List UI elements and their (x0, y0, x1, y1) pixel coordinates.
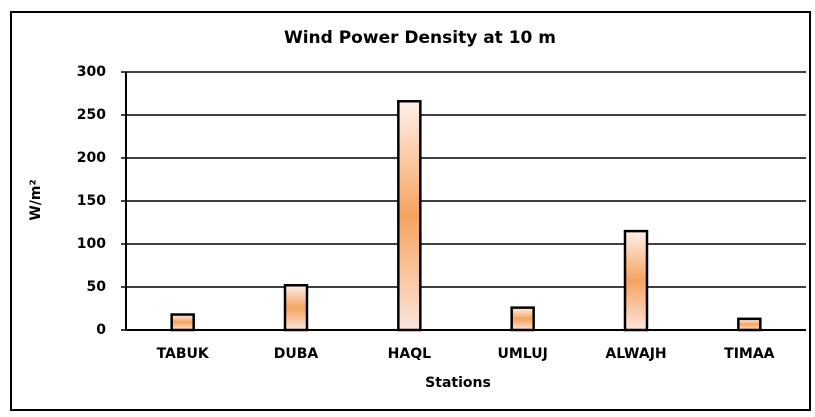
y-tick-label: 200 (77, 150, 106, 166)
x-tick-label: UMLUJ (498, 346, 548, 362)
y-tick-label: 100 (77, 236, 106, 252)
y-tick-label: 250 (77, 107, 106, 123)
x-tick-label: DUBA (274, 346, 319, 362)
x-tick-label: ALWAJH (605, 346, 666, 362)
chart-title: Wind Power Density at 10 m (284, 28, 556, 48)
y-tick-label: 0 (96, 322, 106, 338)
bar (283, 284, 309, 332)
y-axis-label: W/m² (28, 179, 44, 220)
bar (397, 99, 422, 332)
y-tick-label: 50 (87, 279, 107, 295)
y-tick-label: 150 (77, 193, 106, 209)
x-tick-label: TABUK (157, 346, 210, 362)
x-axis-label: Stations (425, 375, 491, 391)
bar (623, 229, 649, 332)
y-tick-label: 300 (77, 64, 106, 80)
bar (170, 313, 195, 332)
x-tick-label: HAQL (388, 346, 431, 362)
bar (510, 306, 535, 332)
bar (737, 317, 762, 332)
x-tick-label: TIMAA (724, 346, 775, 362)
